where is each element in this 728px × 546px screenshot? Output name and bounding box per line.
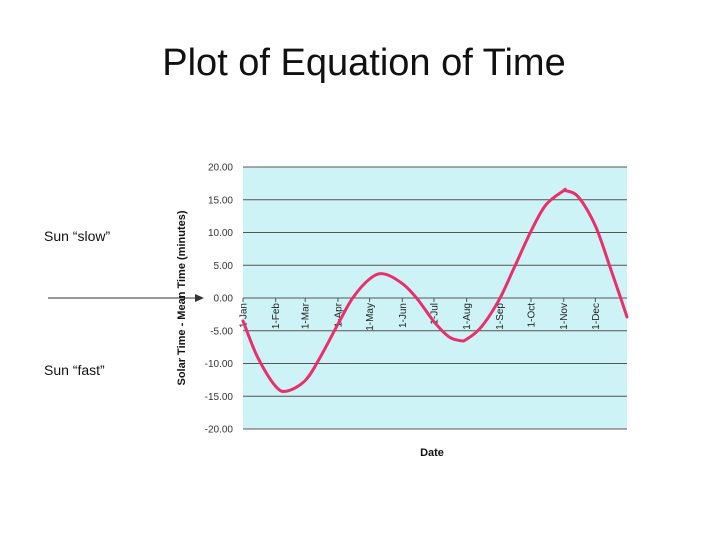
- y-axis-title: Solar Time - Mean Time (minutes): [176, 210, 188, 385]
- x-axis-title: Date: [420, 447, 444, 459]
- y-tick-label: 0.00: [214, 294, 234, 305]
- y-tick-label: 15.00: [208, 195, 233, 206]
- x-tick-labels: 1-Jan 1-Feb 1-Mar 1-Apr 1-May 1-Jun 1-Jul 1-Aug…: [239, 298, 602, 331]
- x-tick-label: 1-Oct: [527, 303, 538, 328]
- x-tick-label: 1-Jul: [429, 303, 440, 325]
- x-tick-label: 1-May: [365, 303, 376, 331]
- y-tick-label: 10.00: [208, 228, 233, 239]
- y-tick-label: 5.00: [214, 261, 234, 272]
- x-tick-label: 1-Nov: [559, 303, 570, 330]
- x-tick-label: 1-Feb: [271, 303, 282, 330]
- y-tick-label: -20.00: [205, 425, 234, 436]
- x-tick-label: 1-Jan: [239, 303, 250, 328]
- y-tick-label: -15.00: [205, 392, 234, 403]
- y-tick-label: -10.00: [205, 359, 234, 370]
- x-tick-label: 1-Sep: [495, 303, 506, 330]
- x-tick-label: 1-Mar: [301, 302, 312, 329]
- slide-title: Plot of Equation of Time: [162, 42, 566, 84]
- gridlines: [243, 166, 627, 430]
- y-tick-label: 20.00: [208, 163, 233, 174]
- y-tick-label: -5.00: [210, 326, 233, 337]
- x-tick-label: 1-Aug: [462, 303, 473, 330]
- equation-of-time-line: [241, 187, 629, 393]
- y-tick-labels: 20.00 15.00 10.00 5.00 0.00 -5.00 -10.00 -15.00…: [205, 163, 234, 436]
- sun-slow-label: Sun “slow”: [44, 228, 111, 244]
- zero-arrow: [48, 294, 204, 302]
- x-tick-label: 1-Dec: [591, 303, 602, 330]
- x-tick-label: 1-Jun: [398, 303, 409, 328]
- sun-fast-label: Sun “fast”: [44, 362, 105, 378]
- x-tick-label: 1-Apr: [333, 302, 344, 327]
